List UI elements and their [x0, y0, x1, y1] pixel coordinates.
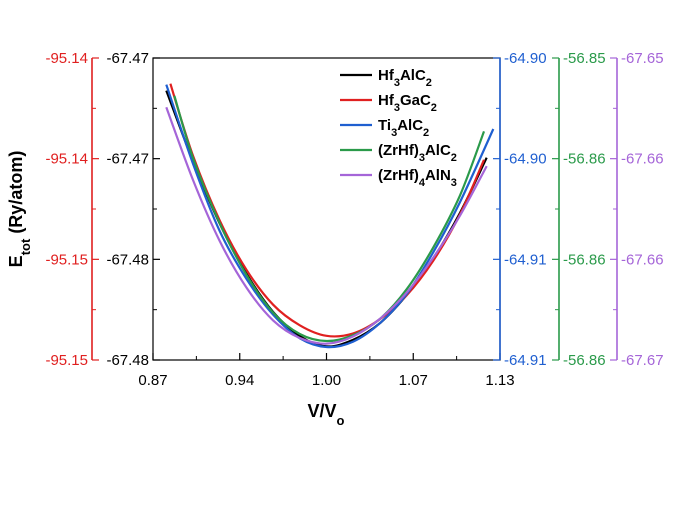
- series-line: [169, 83, 486, 338]
- series-line: [165, 106, 488, 345]
- legend-label: Ti3AlC2: [378, 117, 429, 139]
- y-tick-label: -64.91: [504, 251, 547, 268]
- y-tick-label: -56.86: [563, 251, 606, 268]
- series-line: [165, 84, 495, 349]
- y-tick-label: -95.14: [45, 151, 88, 168]
- y-tick-label: -95.14: [45, 50, 88, 67]
- x-tick-label: 0.94: [225, 372, 254, 389]
- y-tick-label: -67.47: [106, 151, 149, 168]
- x-tick-label: 1.00: [312, 372, 341, 389]
- y-tick-label: -56.86: [563, 352, 606, 369]
- y-tick-label: -67.66: [621, 251, 664, 268]
- x-axis-title: V/Vo: [308, 401, 345, 428]
- legend: Hf3AlC2 Hf3GaC2 Ti3AlC2 (ZrHf)3AlC2 (ZrHf)4A…: [340, 67, 457, 189]
- legend-label: (ZrHf)3AlC2: [378, 142, 457, 164]
- legend-label: Hf3GaC2: [378, 92, 437, 114]
- y-tick-label: -95.15: [45, 251, 88, 268]
- y-tick-label: -64.91: [504, 352, 547, 369]
- y-tick-label: -95.15: [45, 352, 88, 369]
- y-tick-label: -67.65: [621, 50, 664, 67]
- y-tick-label: -67.66: [621, 151, 664, 168]
- legend-label: Hf3AlC2: [378, 67, 432, 89]
- axes-group: 0.87 0.94 1.00 1.07 1.13 -95.14 -95.14 -95.15 -9…: [45, 50, 663, 389]
- y-tick-label: -67.67: [621, 352, 664, 369]
- y-tick-label: -67.48: [106, 251, 149, 268]
- y-tick-label: -67.47: [106, 50, 149, 67]
- y-tick-label: -56.86: [563, 151, 606, 168]
- y-tick-label: -67.48: [106, 352, 149, 369]
- x-tick-label: 0.87: [138, 372, 167, 389]
- series-curves: [165, 83, 495, 349]
- y-tick-label: -64.90: [504, 50, 547, 67]
- x-tick-label: 1.07: [399, 372, 428, 389]
- y-tick-label: -56.85: [563, 50, 606, 67]
- series-line: [173, 95, 486, 343]
- x-tick-label: 1.13: [485, 372, 514, 389]
- y-axis-title: Etot (Ry/atom): [6, 151, 33, 268]
- legend-label: (ZrHf)4AlN3: [378, 167, 457, 189]
- y-tick-label: -64.90: [504, 151, 547, 168]
